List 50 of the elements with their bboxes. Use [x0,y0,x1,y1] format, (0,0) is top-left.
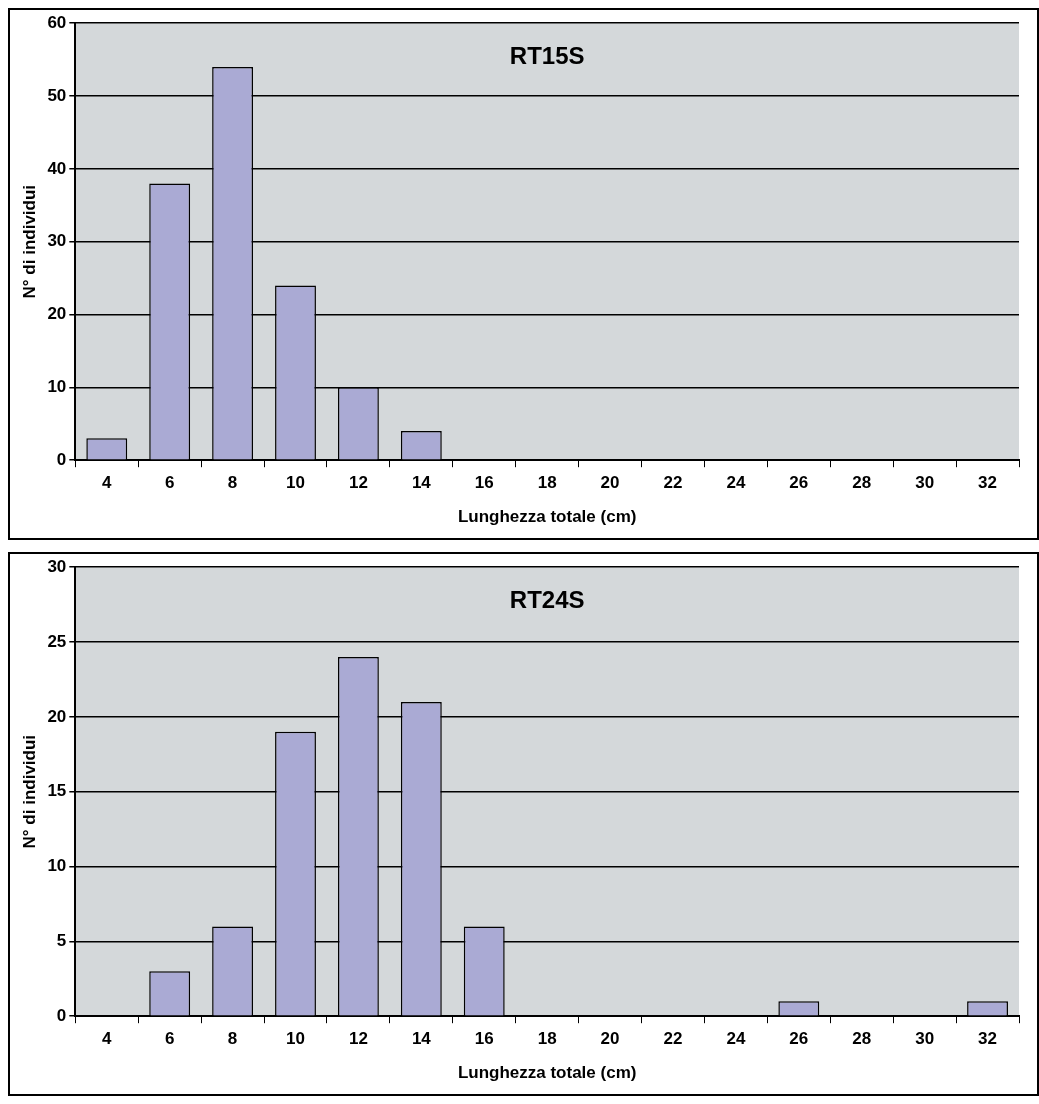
text: RT15S [509,41,585,69]
text: RT24S [509,585,585,613]
y-tick-label: 10 [47,377,67,397]
x-tick-label: 16 [474,1029,494,1049]
x-tick-label: 4 [102,473,113,493]
x-tick-label: 18 [537,473,557,493]
y-tick-label: 5 [56,931,67,951]
y-axis-title: N° di individui [19,184,39,299]
y-tick-label: 30 [47,556,67,576]
x-tick-label: 20 [600,1029,620,1049]
x-tick-label: 24 [726,473,746,493]
x-tick-label: 4 [102,1029,113,1049]
x-tick-label: 18 [537,1029,557,1049]
x-tick-label: 20 [600,473,620,493]
x-axis-title: Lunghezza totale (cm) [457,507,637,527]
x-tick-label: 8 [227,1029,238,1049]
x-tick-label: 28 [852,1029,872,1049]
x-tick-label: 30 [915,473,935,493]
y-tick-label: 0 [56,1005,67,1025]
x-tick-label: 12 [348,1029,368,1049]
x-tick-label: 6 [164,473,175,493]
y-tick-label: 25 [47,631,67,651]
x-tick-label: 12 [348,473,368,493]
x-tick-label: 8 [227,473,238,493]
y-tick-label: 30 [47,231,67,251]
y-tick-label: 40 [47,158,67,178]
x-tick-label: 26 [789,1029,809,1049]
y-axis-title: N° di individui [19,734,39,849]
y-tick-label: 60 [47,12,67,32]
x-tick-label: 10 [286,473,305,493]
x-tick-label: 22 [663,1029,683,1049]
x-tick-label: 32 [978,1029,997,1049]
x-tick-label: 6 [164,1029,175,1049]
y-tick-label: 10 [47,856,67,876]
x-axis-title: Lunghezza totale (cm) [457,1063,637,1083]
y-tick-label: 20 [47,706,67,726]
x-tick-label: 22 [663,473,683,493]
y-tick-label: 50 [47,85,67,105]
x-tick-label: 24 [726,1029,746,1049]
x-tick-label: 28 [852,473,872,493]
x-tick-label: 32 [978,473,997,493]
x-tick-label: 16 [474,473,494,493]
y-tick-label: 20 [47,304,67,324]
y-tick-label: 0 [56,449,67,469]
x-tick-label: 26 [789,473,809,493]
x-tick-label: 14 [411,1029,432,1049]
y-tick-label: 15 [47,781,67,801]
x-tick-label: 10 [286,1029,305,1049]
x-tick-label: 14 [411,473,432,493]
x-tick-label: 30 [915,1029,935,1049]
